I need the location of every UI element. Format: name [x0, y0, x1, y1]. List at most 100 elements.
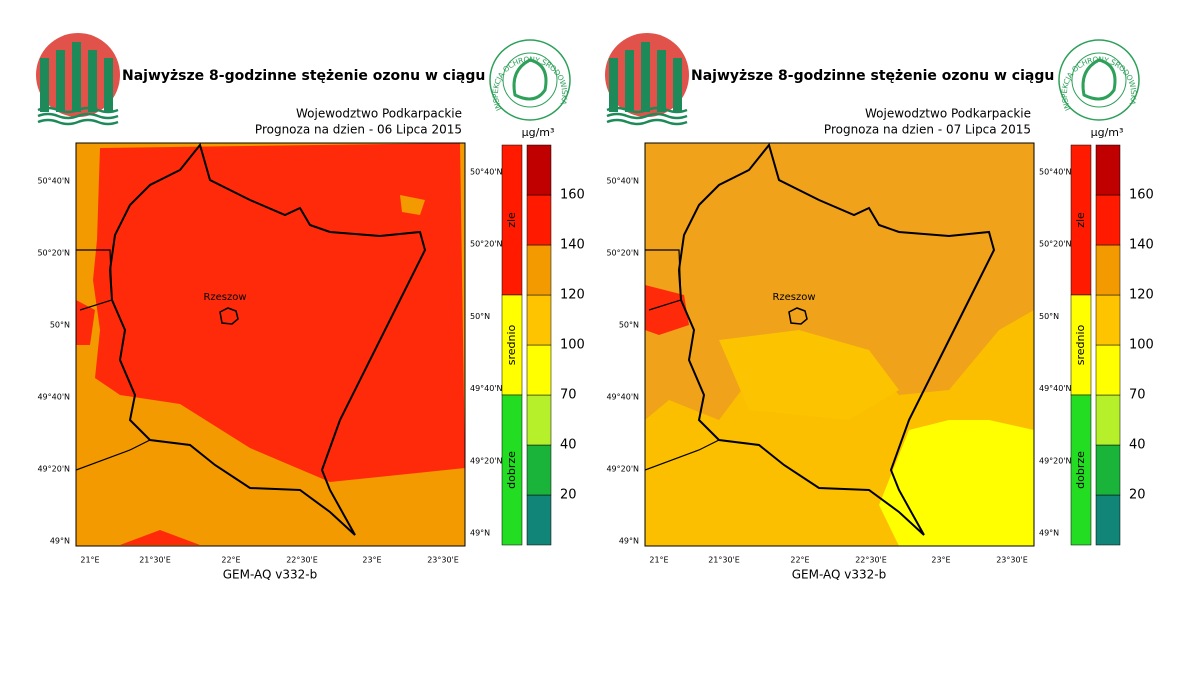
class-label: srednio [1074, 324, 1087, 365]
lon-label: 23°E [362, 556, 381, 565]
legend-color [526, 494, 552, 546]
legend-color [526, 294, 552, 346]
legend-level: 120 [560, 288, 585, 303]
logo-leaf [512, 58, 548, 101]
lat-label-right: 50°20'N [470, 240, 503, 249]
legend-color [1095, 394, 1121, 446]
map-field [76, 143, 465, 545]
ozone-area [879, 420, 1034, 546]
lat-label-left: 49°20'N [606, 465, 639, 474]
class-bar [1070, 394, 1092, 546]
lon-label: 23°30'E [427, 556, 459, 565]
city-outline [788, 307, 808, 325]
lon-label: 23°30'E [996, 556, 1028, 565]
lat-label-right: 50°40'N [1039, 168, 1072, 177]
logo-stripe [88, 50, 97, 112]
legend-color [1095, 144, 1121, 196]
ozone-area [645, 285, 689, 335]
legend-color [526, 344, 552, 396]
class-label: zle [505, 212, 518, 228]
ozone-area [76, 300, 95, 345]
forecast-date: Prognoza na dzien - 06 Lipca 2015 [255, 123, 462, 137]
lon-label: 23°E [931, 556, 950, 565]
class-bar [501, 394, 523, 546]
legend-level: 160 [1129, 188, 1154, 203]
logo-stripe [641, 42, 650, 112]
logo-ring-inner [502, 52, 558, 108]
logo-ring [1058, 39, 1140, 121]
lat-label-left: 49°40'N [606, 393, 639, 402]
map-frame [644, 142, 1035, 547]
lon-label: 21°E [80, 556, 99, 565]
ozone-area [120, 530, 200, 545]
class-label: srednio [505, 324, 518, 365]
ozone-area [719, 330, 899, 420]
map-field [645, 143, 1034, 546]
lat-label-right: 50°20'N [1039, 240, 1072, 249]
lat-label-left: 50°20'N [37, 249, 70, 258]
logo-wave [606, 106, 688, 114]
legend-color [1095, 444, 1121, 496]
legend-color [1095, 344, 1121, 396]
logo-stripe [673, 58, 682, 112]
logo-stripe [104, 58, 113, 112]
map-frame [75, 142, 466, 547]
legend-level: 100 [560, 338, 585, 353]
legend-level: 20 [1129, 488, 1146, 503]
lat-label-right: 49°20'N [470, 456, 503, 465]
lat-label-left: 49°20'N [37, 465, 70, 474]
logo-left [36, 33, 120, 126]
lon-label: 21°30'E [708, 556, 740, 565]
legend-color [1095, 244, 1121, 296]
ozone-area [93, 143, 465, 482]
logo-stripe [72, 42, 81, 112]
country-border [645, 249, 720, 471]
ozone-area [400, 195, 425, 215]
lat-label-right: 50°40'N [470, 168, 503, 177]
panel-title: Najwyższe 8-godzinne stężenie ozonu w ci… [691, 68, 1098, 84]
lon-label: 21°30'E [139, 556, 171, 565]
logo-ring-inner [1071, 52, 1127, 108]
legend-level: 120 [1129, 288, 1154, 303]
class-label: dobrze [1074, 451, 1087, 489]
lat-label-left: 50°40'N [37, 177, 70, 186]
lon-label: 21°E [649, 556, 668, 565]
region: Wojewodztwo Podkarpackie [865, 107, 1031, 121]
city-label: Rzeszow [203, 292, 246, 303]
legend-level: 70 [560, 388, 577, 403]
lat-label-left: 50°N [619, 321, 639, 330]
legend-level: 40 [560, 438, 577, 453]
legend-color [1095, 294, 1121, 346]
forecast-date: Prognoza na dzien - 07 Lipca 2015 [824, 123, 1031, 137]
legend-level: 140 [560, 238, 585, 253]
legend-level: 100 [1129, 338, 1154, 353]
class-label: dobrze [505, 451, 518, 489]
region: Wojewodztwo Podkarpackie [296, 107, 462, 121]
legend-unit: µg/m³ [1091, 126, 1124, 139]
lat-label-right: 49°20'N [1039, 456, 1072, 465]
class-label: zle [1074, 212, 1087, 228]
logo-leaf [1081, 58, 1117, 101]
legend-color [1095, 494, 1121, 546]
legend-color [526, 394, 552, 446]
lat-label-right: 49°40'N [470, 384, 503, 393]
legend-color [526, 194, 552, 246]
lon-label: 22°E [790, 556, 809, 565]
lon-label: 22°E [221, 556, 240, 565]
logo-stripe [56, 50, 65, 112]
logo-wave [37, 118, 119, 126]
legend-level: 70 [1129, 388, 1146, 403]
lon-label: 22°30'E [286, 556, 318, 565]
lat-label-left: 49°40'N [37, 393, 70, 402]
lat-label-left: 50°20'N [606, 249, 639, 258]
city-outline [219, 307, 239, 325]
logo-left [605, 33, 689, 126]
legend-level: 40 [1129, 438, 1146, 453]
logo-stripe [40, 58, 49, 112]
city-label: Rzeszow [772, 292, 815, 303]
legend-level: 140 [1129, 238, 1154, 253]
legend-level: 20 [560, 488, 577, 503]
panel-title: Najwyższe 8-godzinne stężenie ozonu w ci… [122, 68, 529, 84]
logo-wave [37, 112, 119, 120]
panel: Najwyższe 8-godzinne stężenie ozonu w ci… [36, 33, 585, 582]
